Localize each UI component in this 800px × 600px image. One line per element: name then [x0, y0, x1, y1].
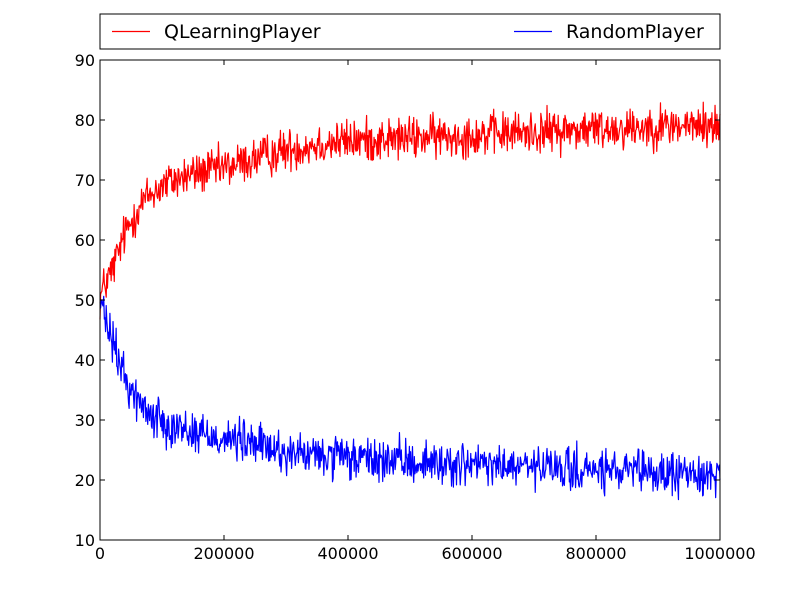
x-tick-label: 800000 [565, 544, 626, 563]
x-tick-label: 0 [95, 544, 105, 563]
y-tick-label: 30 [75, 411, 95, 430]
y-tick-label: 10 [75, 531, 95, 550]
legend-box [99, 13, 721, 50]
y-tick-label: 70 [75, 171, 95, 190]
y-tick-label: 90 [75, 51, 95, 70]
y-tick-label: 80 [75, 111, 95, 130]
y-axis: 10 20 30 40 50 60 70 80 90 [75, 51, 720, 550]
y-tick-label: 20 [75, 471, 95, 490]
x-tick-label: 600000 [441, 544, 502, 563]
series-layer [99, 101, 721, 501]
legend: QLearningPlayer RandomPlayer [99, 13, 721, 50]
legend-label-random: RandomPlayer [566, 21, 704, 43]
y-tick-label: 50 [75, 291, 95, 310]
x-tick-label: 200000 [193, 544, 254, 563]
legend-label-qlearning: QLearningPlayer [164, 21, 321, 43]
series-line-randomplayer [99, 295, 721, 501]
x-tick-label: 400000 [317, 544, 378, 563]
x-axis: 0 200000 400000 600000 800000 1000000 [95, 60, 756, 563]
series-line-qlearningplayer [99, 101, 721, 320]
y-tick-label: 60 [75, 231, 95, 250]
x-tick-label: 1000000 [684, 544, 755, 563]
y-tick-label: 40 [75, 351, 95, 370]
